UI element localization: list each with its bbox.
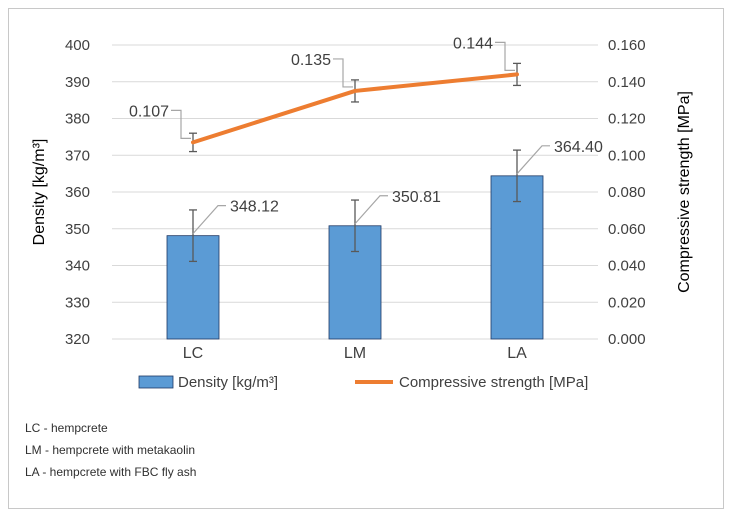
bar-label-leader [516, 145, 550, 175]
data-label-callouts: 348.12 350.81 364.40 0.107 0.135 0.144 [129, 35, 603, 235]
left-tick-label: 400 [65, 37, 90, 54]
left-tick-label: 380 [65, 111, 90, 128]
right-tick-label: 0.000 [608, 331, 646, 348]
bar-label-leader [354, 195, 388, 225]
right-tick-label: 0.080 [608, 184, 646, 201]
category-label: LC [183, 345, 203, 362]
category-label: LM [344, 345, 366, 362]
left-tick-label: 360 [65, 184, 90, 201]
right-axis-ticks: 0.000 0.020 0.040 0.060 0.080 0.100 0.120 0.140… [608, 37, 646, 348]
right-axis-title: Compressive strength [MPa] [676, 91, 693, 293]
note-lc: LC - hempcrete [25, 421, 108, 435]
strength-point-lm [353, 89, 357, 93]
legend-density-label: Density [kg/m³] [178, 374, 278, 391]
left-tick-label: 350 [65, 221, 90, 238]
line-label-leader [333, 58, 353, 88]
left-axis-title: Density [kg/m³] [31, 139, 48, 246]
bar-data-label: 350.81 [392, 189, 441, 206]
right-tick-label: 0.160 [608, 37, 646, 54]
right-tick-label: 0.100 [608, 147, 646, 164]
strength-point-la [515, 72, 519, 76]
left-tick-label: 340 [65, 258, 90, 275]
bar-data-label: 364.40 [554, 139, 603, 156]
category-label: LA [507, 345, 527, 362]
legend-density-swatch [138, 375, 174, 389]
right-tick-label: 0.060 [608, 221, 646, 238]
right-tick-label: 0.040 [608, 258, 646, 275]
left-tick-label: 370 [65, 147, 90, 164]
bar-label-leader [192, 205, 226, 235]
bar-data-label: 348.12 [230, 199, 279, 216]
line-label-leader [495, 41, 515, 72]
left-tick-label: 390 [65, 74, 90, 91]
line-data-label: 0.144 [453, 35, 493, 52]
notes: LC - hempcrete LM - hempcrete with metak… [25, 420, 196, 486]
bar-la [490, 175, 544, 340]
note-lm: LM - hempcrete with metakaolin [25, 443, 196, 457]
legend: Density [kg/m³] Compressive strength [MP… [138, 374, 588, 391]
left-axis-ticks: 320 330 340 350 360 370 380 390 400 [65, 37, 90, 348]
strength-line [191, 72, 519, 145]
line-data-label: 0.135 [291, 52, 331, 69]
strength-point-lc [191, 140, 195, 144]
line-data-label: 0.107 [129, 103, 169, 120]
right-tick-label: 0.020 [608, 294, 646, 311]
density-bars [166, 175, 544, 340]
left-tick-label: 330 [65, 294, 90, 311]
error-bars [189, 62, 521, 263]
line-label-leader [171, 109, 191, 139]
right-tick-label: 0.140 [608, 74, 646, 91]
left-tick-label: 320 [65, 331, 90, 348]
category-labels: LC LM LA [183, 345, 527, 362]
note-la: LA - hempcrete with FBC fly ash [25, 465, 197, 479]
right-tick-label: 0.120 [608, 111, 646, 128]
legend-strength-label: Compressive strength [MPa] [399, 374, 588, 391]
